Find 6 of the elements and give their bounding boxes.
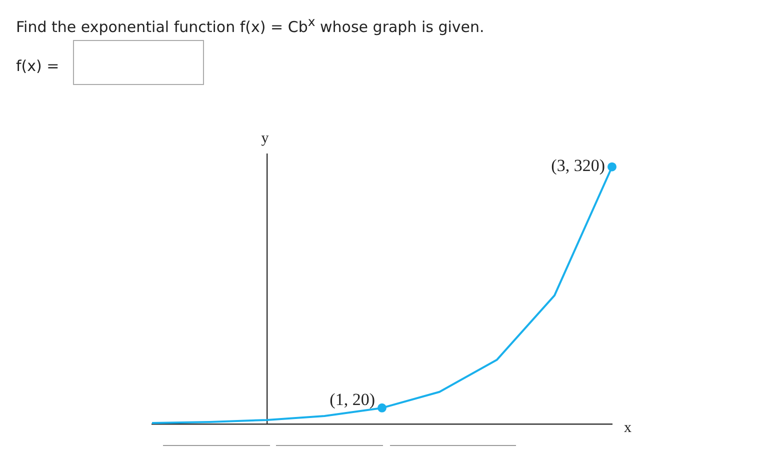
x-axis-title: x	[624, 420, 632, 436]
text: f(x) =	[16, 57, 60, 75]
data-label: (1, 20)	[330, 390, 375, 409]
chart-title: Find the exponential function f(x) = Cb$^{x}$ whose graph is given.	[16, 14, 484, 36]
y-axis-title: y	[261, 130, 270, 146]
data-label: (3, 320)	[551, 156, 605, 175]
